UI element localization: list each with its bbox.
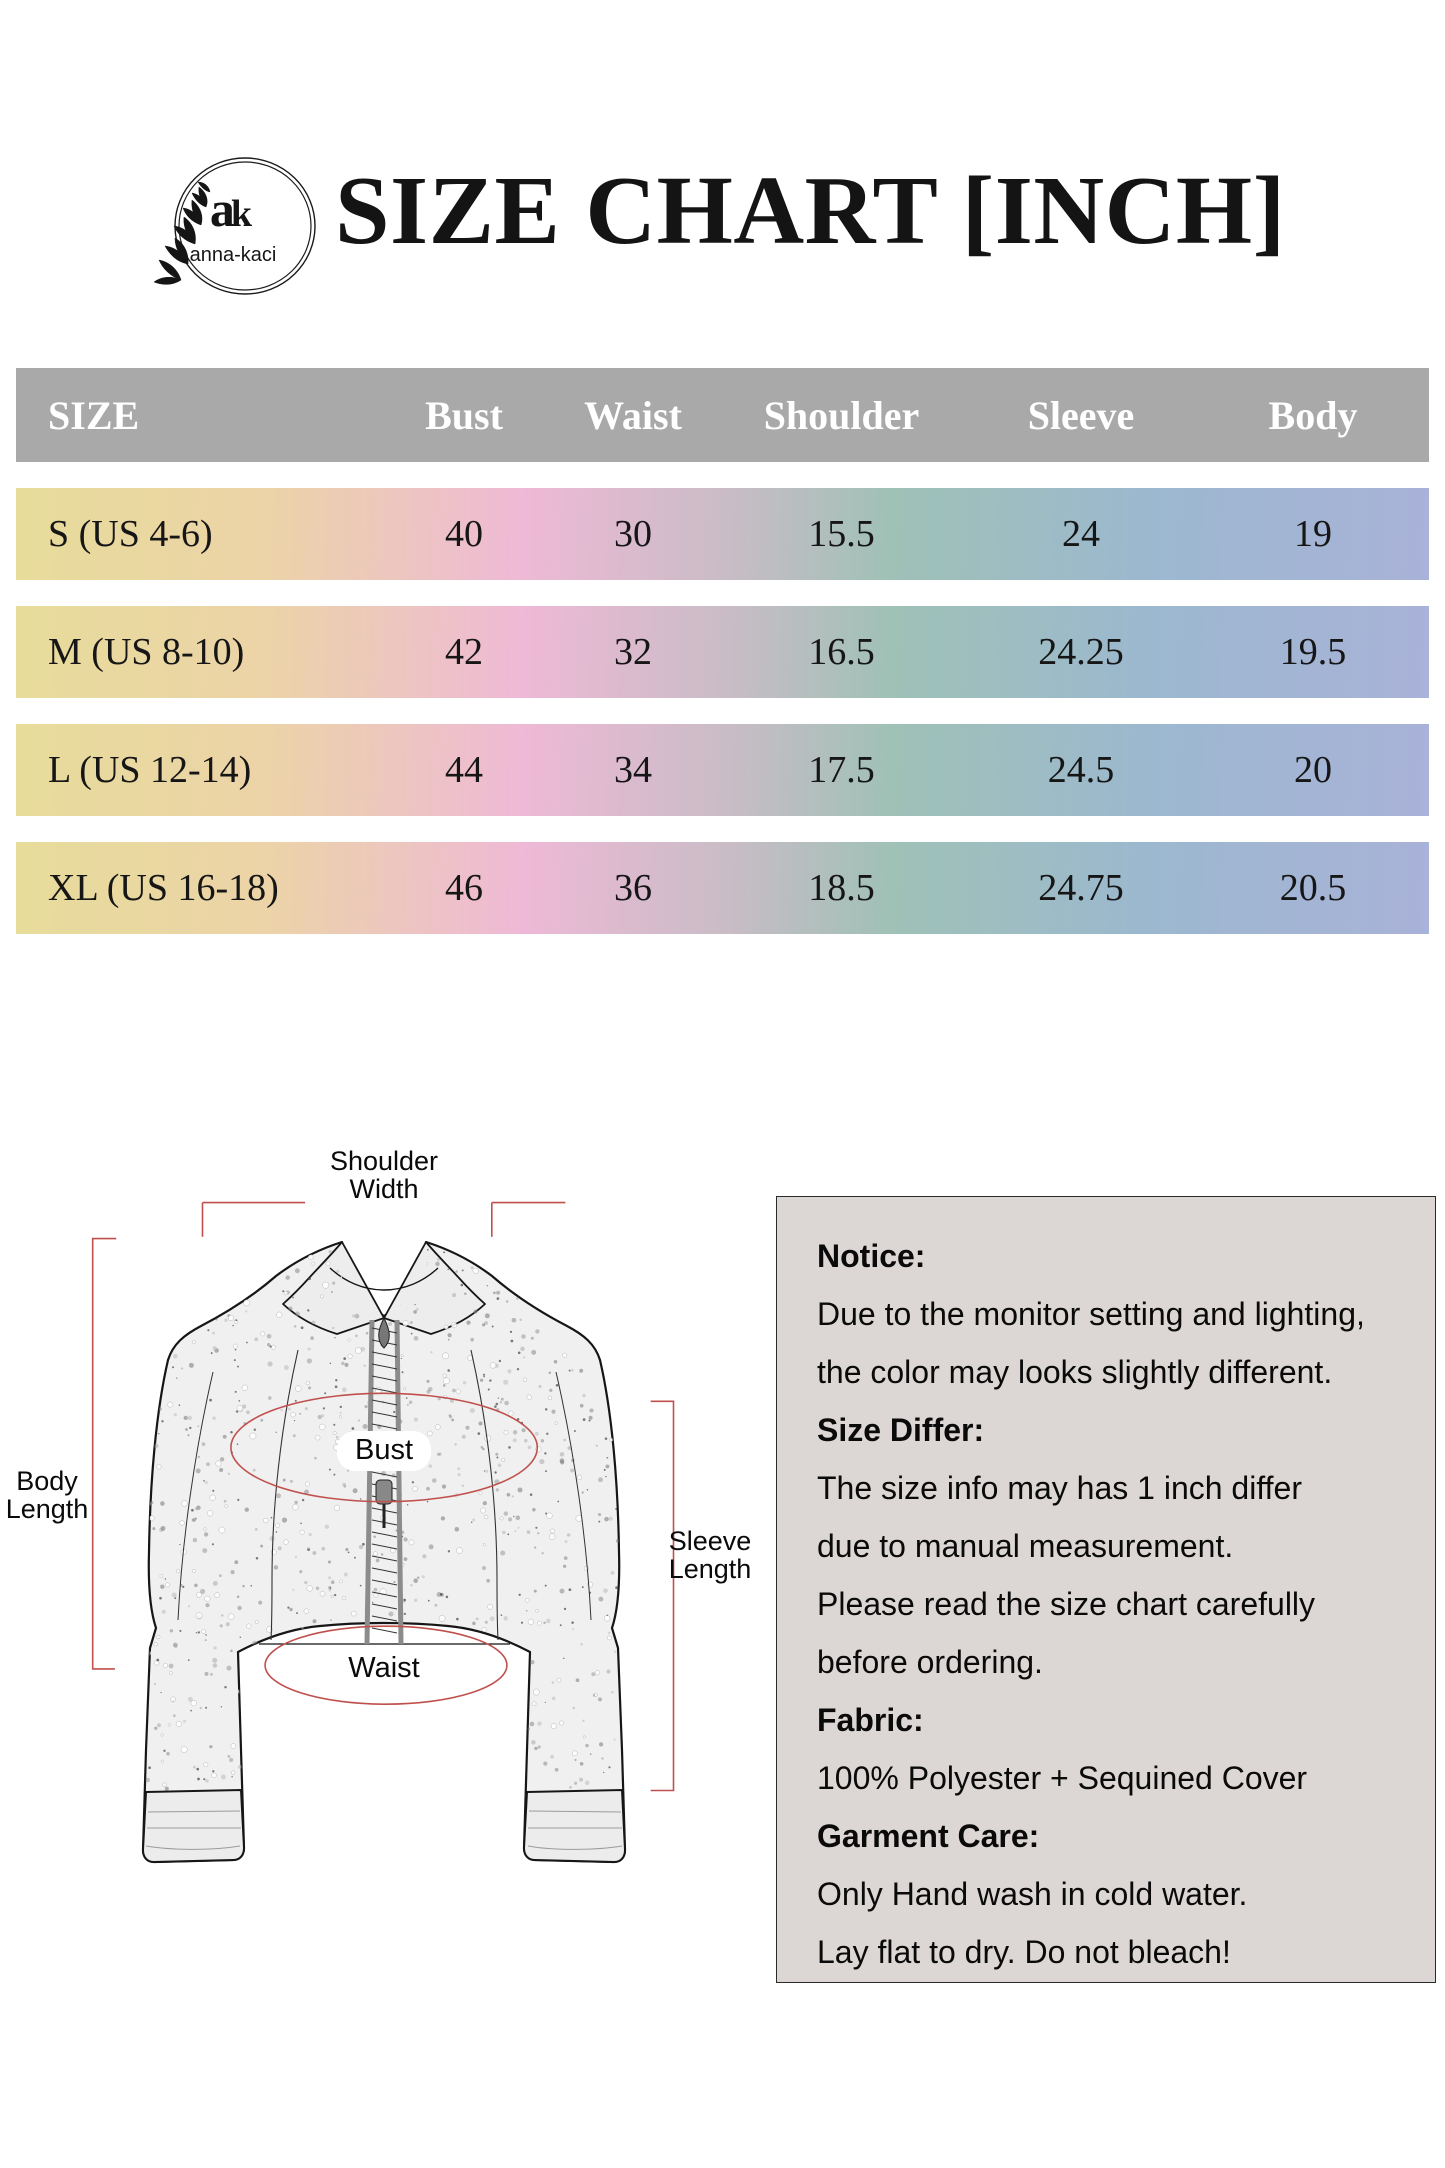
svg-text:Sleeve: Sleeve — [669, 1526, 752, 1556]
svg-text:Shoulder: Shoulder — [330, 1150, 438, 1176]
svg-text:Width: Width — [349, 1174, 418, 1204]
svg-text:Length: Length — [6, 1494, 89, 1524]
svg-text:Bust: Bust — [355, 1434, 413, 1466]
svg-text:Length: Length — [669, 1554, 752, 1584]
svg-text:Body: Body — [16, 1466, 78, 1496]
svg-text:Waist: Waist — [348, 1652, 419, 1684]
